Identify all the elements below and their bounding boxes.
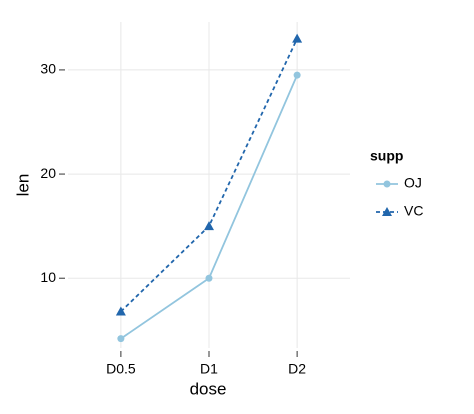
y-tick-label: 20	[40, 165, 56, 181]
legend-label: VC	[404, 203, 423, 219]
point	[382, 207, 392, 216]
point	[293, 71, 301, 79]
legend-label: OJ	[404, 175, 422, 191]
point	[383, 180, 391, 188]
point	[115, 306, 126, 316]
point	[292, 33, 303, 43]
x-tick-label: D0.5	[106, 361, 136, 377]
point	[117, 335, 125, 343]
x-axis-title: dose	[190, 379, 227, 398]
x-tick-label: D1	[200, 361, 218, 377]
y-axis-title: len	[13, 174, 32, 197]
point	[205, 274, 213, 282]
point	[204, 221, 214, 231]
x-tick-label: D2	[288, 361, 306, 377]
y-tick-label: 30	[40, 61, 56, 77]
y-tick-label: 10	[40, 269, 56, 285]
legend-title: supp	[370, 148, 403, 164]
